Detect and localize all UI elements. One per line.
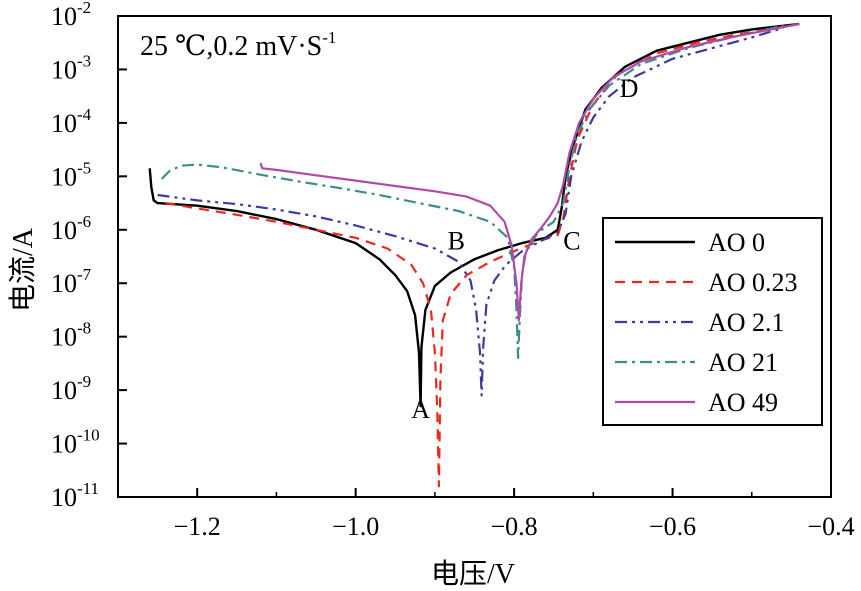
point-annotations: A B C D <box>411 74 638 424</box>
plot-area-frame <box>117 15 832 498</box>
y-tick-label: 10-11 <box>51 479 99 512</box>
y-tick-label: 10-10 <box>51 426 100 459</box>
y-tick-label: 10-4 <box>51 105 92 138</box>
annotation-b: B <box>448 226 465 255</box>
y-axis-ticks: 10-2 10-3 10-4 10-5 10-6 10-7 10-8 10-9 10-10 10-… <box>51 0 127 512</box>
x-tick-label: −1.0 <box>332 512 379 541</box>
legend-frame <box>602 217 823 426</box>
series-line-5 <box>259 22 800 322</box>
x-axis-title: 电压/V <box>431 558 515 590</box>
series-line-3 <box>157 26 784 397</box>
legend-label: AO 49 <box>708 388 778 417</box>
condition-label: 25 ℃,0.2 mV·S-1 <box>140 28 336 62</box>
x-tick-label: −0.6 <box>649 512 696 541</box>
x-tick-label: −1.2 <box>174 512 221 541</box>
annotation-d: D <box>620 74 639 103</box>
y-tick-label: 10-3 <box>51 51 91 84</box>
legend-label: AO 21 <box>708 348 778 377</box>
y-tick-label: 10-7 <box>51 265 92 298</box>
x-axis-ticks: −1.2 −1.0 −0.8 −0.6 −0.4 <box>117 488 855 541</box>
y-tick-label: 10-8 <box>51 319 91 352</box>
x-tick-label: −0.4 <box>807 512 854 541</box>
annotation-c: C <box>563 226 580 255</box>
legend: AO 0 AO 0.23 AO 2.1 AO 21 AO 49 <box>602 217 823 426</box>
y-tick-label: 10-2 <box>51 0 91 31</box>
series-line-4 <box>160 24 784 360</box>
y-axis-title: 电流/A <box>7 227 39 312</box>
legend-label: AO 2.1 <box>708 308 785 337</box>
x-tick-label: −0.8 <box>491 512 538 541</box>
y-tick-label: 10-9 <box>51 372 91 405</box>
series-line-2 <box>165 25 784 488</box>
y-tick-label: 10-5 <box>51 158 91 191</box>
y-tick-label: 10-6 <box>51 212 91 245</box>
legend-label: AO 0.23 <box>708 268 798 297</box>
annotation-a: A <box>411 395 430 424</box>
legend-label: AO 0 <box>708 228 765 257</box>
series-layer <box>148 22 800 488</box>
